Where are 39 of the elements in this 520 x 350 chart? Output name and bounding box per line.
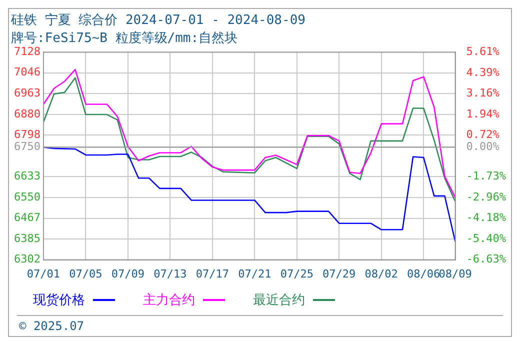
y2-tick-label: 0.00%	[466, 140, 500, 154]
x-tick-label: 07/21	[238, 267, 272, 280]
y-tick-label: 6963	[14, 86, 40, 100]
y-tick-label: 6633	[14, 169, 40, 182]
x-tick-label: 07/29	[322, 267, 356, 280]
x-tick-label: 07/01	[26, 267, 60, 280]
y-tick-label: 7046	[14, 66, 40, 79]
chart-title: 硅铁 宁夏 综合价 2024-07-01 - 2024-08-09	[10, 12, 306, 28]
x-tick-label: 08/06	[407, 267, 440, 280]
y2-tick-label: 1.94%	[466, 107, 500, 120]
y2-tick-label: 5.61%	[466, 45, 500, 58]
y-tick-label: 7128	[14, 45, 40, 58]
y-tick-label: 6467	[14, 211, 40, 224]
y-tick-label: 6302	[14, 252, 40, 266]
legend-label: 现货价格	[33, 292, 85, 309]
x-tick-label: 07/13	[154, 267, 187, 280]
y-tick-label: 6750	[14, 140, 40, 154]
y-tick-label: 6385	[14, 232, 40, 245]
x-tick-label: 08/09	[438, 267, 472, 280]
x-tick-label: 07/17	[196, 267, 229, 280]
y2-tick-label: -1.73%	[466, 170, 506, 183]
y2-tick-label: 4.39%	[466, 66, 500, 79]
legend-label: 最近合约	[253, 292, 305, 309]
y2-tick-label: -2.96%	[466, 190, 506, 204]
y-tick-label: 6798	[14, 128, 40, 141]
y2-tick-label: -6.63%	[466, 252, 506, 266]
x-tick-label: 07/09	[111, 267, 145, 280]
y2-tick-label: 0.72%	[466, 128, 500, 141]
y2-tick-label: -4.18%	[466, 211, 506, 224]
legend-label: 主力合约	[143, 292, 195, 309]
y2-tick-label: -5.40%	[466, 232, 506, 245]
x-tick-label: 08/02	[364, 267, 398, 280]
text: © 2025.07	[19, 319, 84, 333]
chart-subtitle: 牌号:FeSi75~B 粒度等级/mm:自然块	[11, 30, 238, 46]
y-tick-label: 6880	[14, 107, 40, 120]
y2-tick-label: 3.16%	[466, 86, 500, 100]
x-tick-label: 07/25	[280, 267, 314, 280]
y-tick-label: 6550	[14, 190, 40, 204]
x-tick-label: 07/05	[69, 267, 102, 280]
